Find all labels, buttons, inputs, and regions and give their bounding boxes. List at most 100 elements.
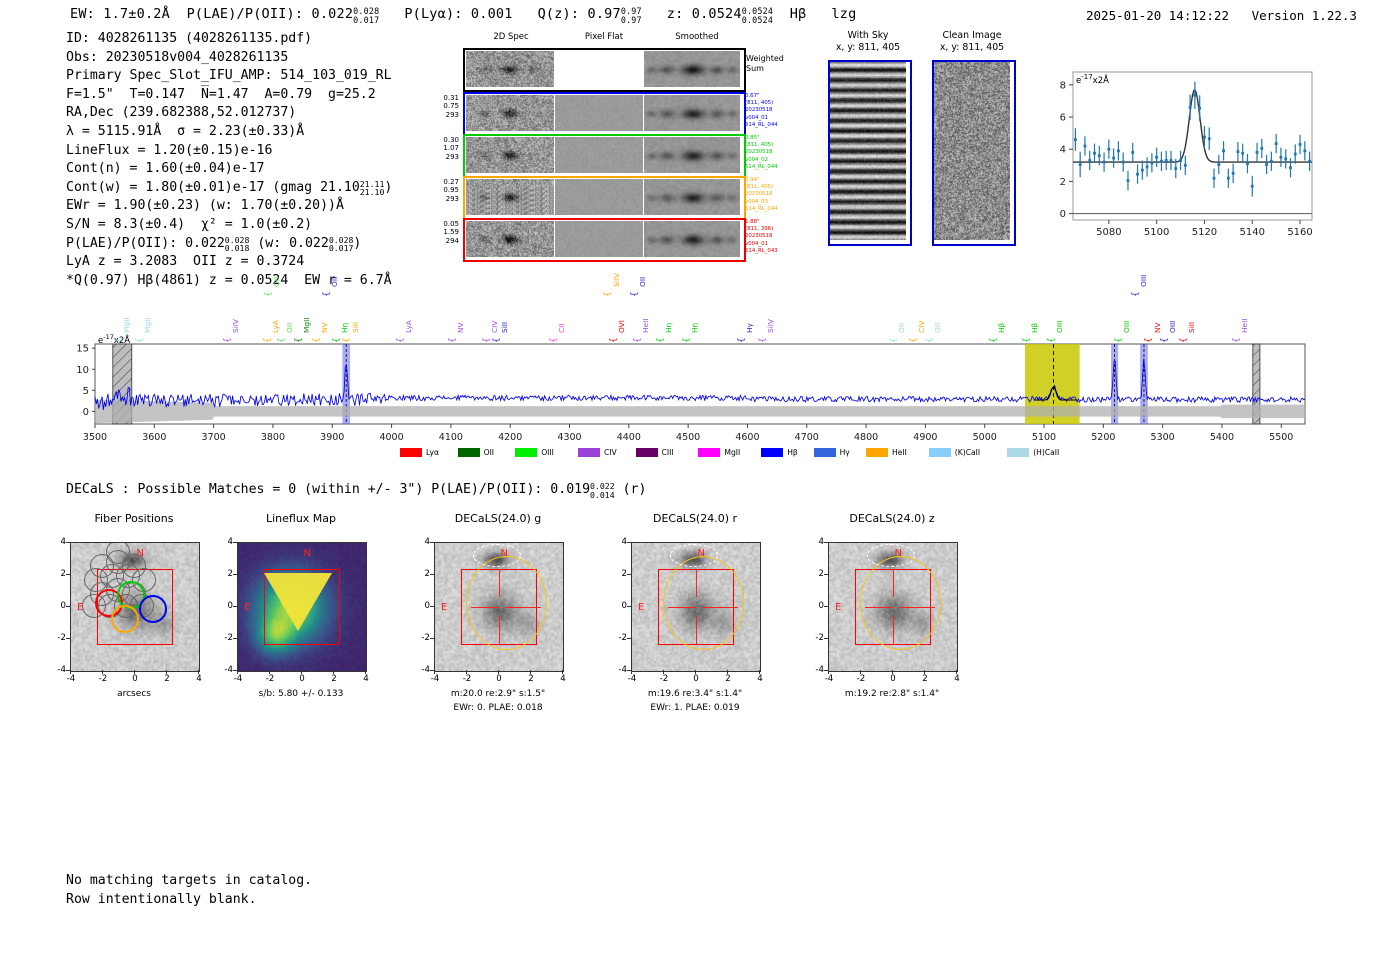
fiber-meta: v004_01	[745, 240, 769, 247]
x-tick-label: -4	[627, 674, 637, 684]
spec2d-smoothed-image	[644, 51, 740, 87]
emission-line-brace: {	[1232, 337, 1243, 343]
fiber-stat: 294	[445, 236, 459, 245]
svg-text:6: 6	[1060, 113, 1066, 124]
crosshair-h	[505, 607, 542, 609]
panel-caption-2: EWr: 1. PLAE: 0.019	[650, 703, 740, 713]
emission-line-label: SiII	[1186, 321, 1196, 333]
info-line-ewr: EWr = 1.90(±0.23) (w: 1.70(±0.20))Å	[66, 198, 344, 214]
legend-swatch	[866, 448, 888, 457]
x-tick-label: 2	[922, 674, 928, 684]
emission-line-brace: {	[889, 337, 900, 343]
svg-text:2: 2	[1060, 177, 1066, 188]
emission-line-brace: {	[1113, 337, 1124, 343]
emission-line-label: OIII	[1167, 320, 1177, 333]
spec2d-smoothed-image	[644, 137, 740, 173]
x-tick-label: -2	[98, 674, 108, 684]
emission-line-brace: {	[1178, 337, 1189, 343]
y-tick-label: 0	[227, 601, 233, 611]
emission-line-brace: {	[1021, 337, 1032, 343]
emission-line-label: OVI	[617, 320, 627, 333]
fiber-meta: (811, 405)	[745, 184, 774, 191]
x-tick	[134, 670, 135, 674]
emission-line-label: SiII	[350, 321, 360, 333]
emission-line-label: Hη	[689, 322, 699, 333]
emission-line-label: OIII	[1121, 320, 1131, 333]
data-points	[1073, 81, 1312, 197]
fiber-meta: 20230518	[745, 149, 773, 156]
panel-caption-1: arcsecs	[117, 689, 151, 699]
fiber-stat: 0.05	[443, 220, 459, 228]
spec2d-smoothed-image	[644, 221, 740, 257]
y-tick-label: -4	[57, 665, 66, 675]
x-tick-label: 2	[725, 674, 731, 684]
emission-line-brace: {	[1047, 337, 1058, 343]
decals-header-hi: 0.022	[590, 481, 615, 492]
x-tick-label: -2	[265, 674, 275, 684]
emission-line-brace: {	[481, 337, 492, 343]
neighbor-ellipse	[867, 544, 916, 567]
y-tick	[627, 606, 631, 607]
emission-line-label: MgII	[142, 317, 152, 333]
emission-line-brace: {	[908, 337, 919, 343]
x-tick-label: -4	[66, 674, 76, 684]
legend-label: OII	[483, 448, 495, 457]
emission-line-brace: {	[989, 337, 999, 343]
info-line-lineflux: LineFlux = 1.20(±0.15)e-16	[66, 142, 273, 158]
emission-line-label: Hβ	[1029, 322, 1039, 333]
panel-image-frame	[631, 542, 761, 672]
fiber-meta: (811, 405)	[745, 100, 774, 107]
full-spectrum-chart: 0 5 10 15 3500 3600 3700 3800 3900 4000 4100 4200 43…	[0, 272, 1400, 477]
aperture-box	[263, 568, 340, 645]
info-line-solution: *Q(0.97) Hβ(4861) z = 0.0524 EW r = 6.7Å	[66, 272, 392, 288]
crosshair-h	[864, 607, 893, 609]
y-tick-label: -4	[618, 665, 627, 675]
y-tick	[66, 638, 70, 639]
emission-line-label: OIII	[1055, 320, 1065, 333]
fiber-meta: 20230518	[745, 107, 773, 114]
panel-caption-1: m:20.0 re:2.9" s:1.5"	[450, 689, 546, 699]
lineflux-wedge	[264, 573, 332, 631]
compass-east-label: E	[441, 602, 448, 614]
emission-line-label: Hβ	[997, 322, 1007, 333]
svg-text:15: 15	[76, 344, 89, 355]
x-tick-label: -2	[856, 674, 866, 684]
panel-title: DECaLS(24.0) g	[454, 512, 542, 525]
emission-line-brace: {	[757, 337, 768, 343]
emission-line-brace: {	[603, 291, 614, 297]
footer-note: No matching targets in catalog. Row inte…	[66, 872, 312, 909]
cutout-images: With Sky x, y: 811, 405 Clean Image x, y: 8…	[0, 0, 1400, 260]
fiber-stat: 0.95	[443, 186, 459, 195]
info-line-redshifts: LyA z = 3.2083 OII z = 0.3724	[66, 254, 305, 270]
panel-title: DECaLS(24.0) r	[652, 512, 738, 525]
info-line-cont-n: Cont(n) = 1.60(±0.04)e-17	[66, 161, 265, 177]
spec2d-weighted-sum-row	[463, 48, 746, 92]
emission-line-brace: {	[331, 337, 342, 343]
emission-line-label: MgII	[121, 317, 131, 333]
x-tick-label: 0	[132, 674, 138, 684]
svg-text:4900: 4900	[913, 432, 937, 443]
panel-image-frame	[828, 542, 958, 672]
info-line-obs: Obs: 20230518v004_4028261135	[66, 49, 289, 65]
y-tick	[66, 574, 70, 575]
spectrum-trace	[94, 358, 1306, 410]
emission-line-brace: {	[395, 337, 406, 343]
svg-text:5400: 5400	[1210, 432, 1234, 443]
fiber-meta: 514_RL_044	[745, 121, 778, 128]
x-tick	[269, 670, 270, 674]
y-tick	[430, 670, 434, 671]
y-tick-label: -4	[815, 665, 824, 675]
panel-title: DECaLS(24.0) z	[849, 512, 935, 525]
fiber-stat: 293	[445, 194, 459, 203]
y-tick	[627, 542, 631, 543]
y-tick-label: 0	[60, 601, 66, 611]
x-tick-label: 4	[954, 674, 960, 684]
crosshair-h	[667, 607, 696, 609]
emission-line-brace: {	[264, 291, 275, 297]
weighted-sum-label: Weighted Sum	[746, 54, 784, 73]
fiber-stat: 1.07	[443, 144, 459, 153]
panel-title: Fiber Positions	[94, 512, 174, 525]
svg-text:5100: 5100	[1144, 227, 1169, 238]
fiber-circle-highlighted	[111, 605, 139, 633]
y-axis-unit-label: e-17x2Å	[1076, 73, 1109, 86]
